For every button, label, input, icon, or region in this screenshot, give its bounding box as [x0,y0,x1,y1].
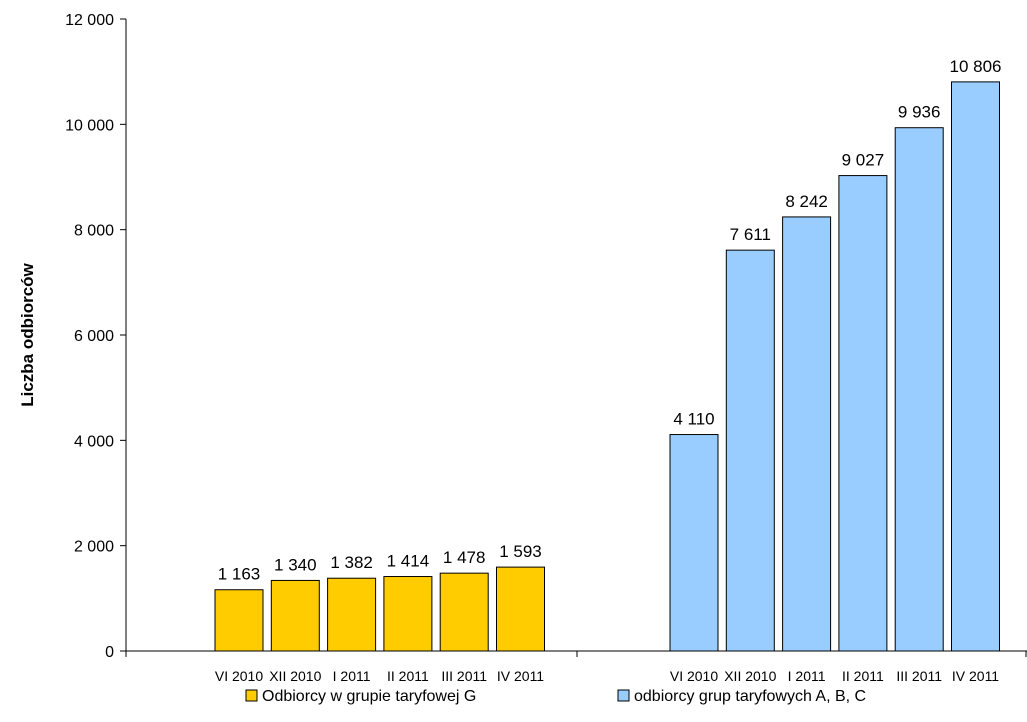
data-label: 7 611 [730,225,771,244]
data-label: 1 478 [443,548,486,567]
bar-group-2: 4 110 VI 2010 7 611 XII 2010 8 242 I 2011 9 02… [669,57,1002,684]
bar [838,175,888,652]
y-tick-label: 2 000 [74,539,114,556]
data-label: 1 593 [499,542,542,561]
data-label: 9 936 [898,103,941,122]
bar [894,127,944,652]
y-tick-label: 12 000 [65,12,114,29]
category-label: II 2011 [387,668,429,684]
bars: 1 163 VI 2010 1 340 XII 2010 1 382 I 2011 1 41… [214,57,1002,684]
y-tick-label: 0 [105,644,114,661]
bar [725,249,775,652]
bar [496,566,545,652]
bar [383,576,433,652]
y-tick-label: 10 000 [65,117,114,134]
category-label: XII 2010 [269,668,321,684]
y-tick-label: 8 000 [74,223,114,240]
bar [270,579,320,652]
category-label: XII 2010 [724,668,776,684]
data-label: 8 242 [785,192,828,211]
bar [782,216,832,652]
bar [439,572,489,652]
category-label: II 2011 [842,668,884,684]
category-label: III 2011 [441,668,487,684]
y-tick-label: 4 000 [74,433,114,450]
category-label: VI 2010 [670,668,718,684]
category-label: I 2011 [788,668,826,684]
data-label: 10 806 [950,57,1002,76]
data-label: 9 027 [842,151,885,170]
legend-label: odbiorcy grup taryfowych A, B, C [634,688,866,705]
bar [669,434,719,652]
category-label: VI 2010 [215,668,263,684]
legend-item: Odbiorcy w grupie taryfowej G [245,688,476,705]
bar [327,577,377,652]
legend-swatch [245,689,258,702]
legend-item: odbiorcy grup taryfowych A, B, C [617,688,866,705]
legend-label: Odbiorcy w grupie taryfowej G [262,688,476,705]
category-label: III 2011 [896,668,942,684]
y-axis: 0 2 000 4 000 6 000 8 000 10 000 12 000 [65,12,127,661]
category-label: IV 2011 [497,668,544,684]
category-label: IV 2011 [952,668,999,684]
x-axis [125,650,1027,657]
data-label: 4 110 [673,410,714,429]
data-label: 1 340 [274,555,317,574]
bar-group-1: 1 163 VI 2010 1 340 XII 2010 1 382 I 2011 1 41… [214,542,545,684]
bar [214,589,264,652]
data-label: 1 163 [218,565,261,584]
y-tick-label: 6 000 [74,328,114,345]
bar [951,81,1000,652]
category-label: I 2011 [333,668,371,684]
y-axis-title: Liczba odbiorców [18,262,37,406]
legend-swatch [617,689,630,702]
data-label: 1 382 [330,553,373,572]
legend: Odbiorcy w grupie taryfowej G odbiorcy gr… [245,688,866,705]
data-label: 1 414 [387,552,430,571]
